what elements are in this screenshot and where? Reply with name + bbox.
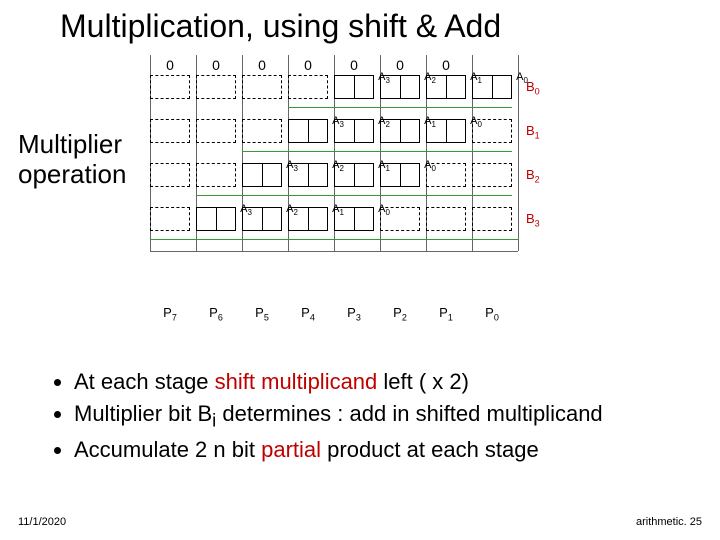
empty-cell xyxy=(150,163,190,187)
b1-post: left ( x 2) xyxy=(377,369,469,394)
operand-cell xyxy=(334,75,374,99)
p-label: P4 xyxy=(285,305,331,323)
operand-cell xyxy=(426,119,466,143)
empty-cell xyxy=(426,207,466,231)
b3-red: partial xyxy=(261,437,321,462)
sidelabel-line2: operation xyxy=(18,159,126,189)
footer-date: 11/1/2020 xyxy=(18,516,66,528)
sidelabel-line1: Multiplier xyxy=(18,129,122,159)
b-label: B2 xyxy=(526,167,572,185)
empty-cell xyxy=(150,207,190,231)
empty-cell xyxy=(472,207,512,231)
operand-cell xyxy=(380,163,420,187)
empty-cell xyxy=(150,75,190,99)
empty-cell xyxy=(472,163,512,187)
operand-cell xyxy=(288,119,328,143)
operand-cell xyxy=(288,163,328,187)
empty-cell xyxy=(288,75,328,99)
operand-cell xyxy=(196,207,236,231)
operand-cell xyxy=(334,163,374,187)
empty-cell xyxy=(242,119,282,143)
zero-label: 0 xyxy=(426,57,466,73)
p-label: P7 xyxy=(147,305,193,323)
empty-cell xyxy=(196,163,236,187)
footer-file: arithmetic. 25 xyxy=(636,516,702,528)
partial-product-line xyxy=(196,195,512,196)
bullet-list: At each stage shift multiplicand left ( … xyxy=(34,368,714,468)
b1-red: shift multiplicand xyxy=(215,369,378,394)
partial-product-line xyxy=(288,107,512,108)
operand-cell xyxy=(334,119,374,143)
b1-pre: At each stage xyxy=(74,369,215,394)
b2-pre: Multiplier bit B xyxy=(74,401,212,426)
b-label: B1 xyxy=(526,123,572,141)
bullet-2: Multiplier bit Bi determines : add in sh… xyxy=(74,400,714,432)
p-label: P2 xyxy=(377,305,423,323)
empty-cell xyxy=(196,75,236,99)
operand-cell xyxy=(380,119,420,143)
slide-title: Multiplication, using shift & Add xyxy=(60,8,660,45)
operand-cell xyxy=(380,75,420,99)
p-label: P0 xyxy=(469,305,515,323)
zero-label: 0 xyxy=(334,57,374,73)
empty-cell xyxy=(380,207,420,231)
shift-add-diagram: A3A2A1A0B0A3A2A1A0B1A3A2A1A0B2A3A2A1A0B3… xyxy=(150,55,670,315)
operand-cell xyxy=(288,207,328,231)
b-label: B3 xyxy=(526,211,572,229)
grid-hline xyxy=(150,251,518,252)
zero-label: 0 xyxy=(288,57,328,73)
product-labels: P7P6P5P4P3P2P1P0 xyxy=(150,305,670,325)
bullet-3: Accumulate 2 n bit partial product at ea… xyxy=(74,436,714,464)
b-label: B0 xyxy=(526,79,572,97)
operand-cell xyxy=(426,75,466,99)
p-label: P5 xyxy=(239,305,285,323)
operand-cell xyxy=(334,207,374,231)
empty-cell xyxy=(150,119,190,143)
operand-cell xyxy=(242,163,282,187)
b2-post: determines : add in shifted multiplicand xyxy=(216,401,602,426)
zero-label: 0 xyxy=(242,57,282,73)
zero-label: 0 xyxy=(196,57,236,73)
p-label: P6 xyxy=(193,305,239,323)
partial-product-line xyxy=(242,151,512,152)
p-label: P3 xyxy=(331,305,377,323)
b3-pre: Accumulate 2 n bit xyxy=(74,437,261,462)
bullet-1: At each stage shift multiplicand left ( … xyxy=(74,368,714,396)
operand-cell xyxy=(472,75,512,99)
empty-cell xyxy=(426,163,466,187)
product-line xyxy=(150,239,518,240)
empty-cell xyxy=(242,75,282,99)
multiplier-operation-label: Multiplier operation xyxy=(18,130,168,190)
empty-cell xyxy=(472,119,512,143)
operand-cell xyxy=(242,207,282,231)
empty-cell xyxy=(196,119,236,143)
zero-label: 0 xyxy=(150,57,190,73)
b3-post: product at each stage xyxy=(321,437,539,462)
zero-label: 0 xyxy=(380,57,420,73)
p-label: P1 xyxy=(423,305,469,323)
